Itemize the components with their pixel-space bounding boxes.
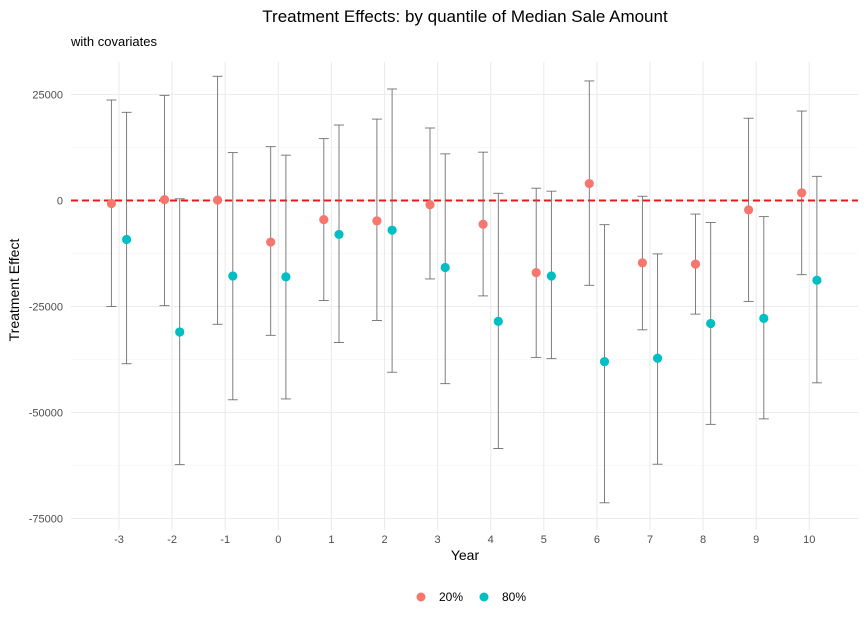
legend-label-20: 20%: [439, 590, 463, 604]
x-tick-label: -1: [220, 534, 230, 546]
point-20%: [106, 198, 116, 209]
point-80%: [440, 262, 450, 273]
data-points: [106, 178, 822, 367]
x-tick-label: 5: [541, 534, 547, 546]
point-20%: [584, 178, 594, 189]
point-80%: [281, 272, 291, 282]
point-20%: [213, 195, 223, 205]
point-20%: [425, 200, 435, 210]
legend: 20% 80%: [416, 590, 526, 604]
point-80%: [812, 275, 822, 285]
point-20%: [372, 216, 382, 226]
x-tick-label: -3: [114, 534, 124, 546]
legend-label-80: 80%: [502, 590, 526, 604]
x-tick-label: 3: [435, 534, 441, 546]
y-tick-label: 25000: [32, 90, 63, 102]
point-80%: [653, 353, 663, 363]
chart-title: Treatment Effects: by quantile of Median…: [262, 7, 668, 26]
point-20%: [690, 259, 701, 269]
x-tick-label: 10: [803, 534, 815, 546]
y-tick-label: -50000: [29, 408, 63, 420]
point-20%: [744, 205, 754, 215]
point-20%: [531, 267, 541, 278]
point-20%: [478, 219, 488, 229]
point-80%: [175, 327, 185, 337]
x-tick-label: 1: [328, 534, 334, 546]
y-axis-ticks: 25000 0 -25000 -50000 -75000: [29, 90, 63, 526]
x-tick-label: 7: [647, 534, 653, 546]
x-axis-ticks: -3 -2 -1 0 1 2 3 4 5 6 7 8 9 10: [114, 534, 815, 546]
y-tick-label: -25000: [29, 302, 63, 314]
point-80%: [706, 318, 716, 329]
x-tick-label: 4: [488, 534, 494, 546]
y-tick-label: -75000: [29, 514, 63, 526]
point-80%: [122, 234, 132, 245]
point-20%: [637, 258, 648, 268]
chart-subtitle: with covariates: [70, 34, 157, 49]
point-80%: [493, 316, 503, 326]
y-tick-label: 0: [57, 196, 63, 208]
point-20%: [319, 214, 329, 225]
error-bars: [106, 75, 822, 504]
point-80%: [334, 229, 344, 240]
legend-marker-80: [479, 592, 489, 602]
y-axis-label: Treatment Effect: [6, 239, 22, 342]
grid-lines: [71, 62, 858, 530]
point-20%: [159, 195, 170, 205]
x-tick-label: 2: [381, 534, 387, 546]
point-80%: [228, 271, 238, 281]
x-tick-label: -2: [167, 534, 177, 546]
x-tick-label: 8: [700, 534, 706, 546]
x-tick-label: 0: [275, 534, 281, 546]
x-tick-label: 6: [594, 534, 600, 546]
point-80%: [599, 357, 610, 367]
legend-marker-20: [416, 592, 426, 602]
x-axis-label: Year: [451, 547, 480, 563]
point-20%: [266, 237, 276, 247]
point-80%: [546, 271, 557, 281]
x-tick-label: 9: [753, 534, 759, 546]
point-80%: [759, 313, 769, 323]
point-20%: [797, 188, 807, 198]
point-80%: [387, 225, 397, 235]
